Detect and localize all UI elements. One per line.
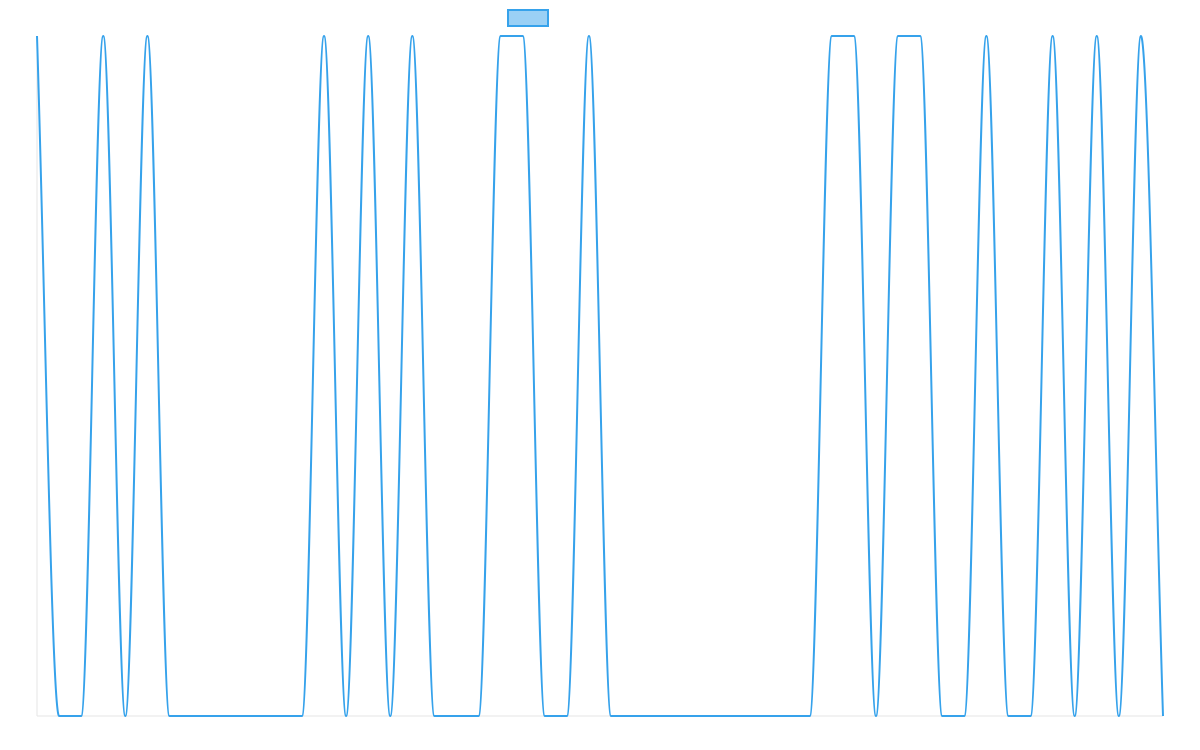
series-layer [36, 35, 1164, 717]
legend-item-1[interactable] [507, 9, 549, 27]
series-line-1 [36, 35, 1164, 717]
legend-swatch [507, 9, 549, 27]
legend[interactable] [507, 9, 549, 27]
